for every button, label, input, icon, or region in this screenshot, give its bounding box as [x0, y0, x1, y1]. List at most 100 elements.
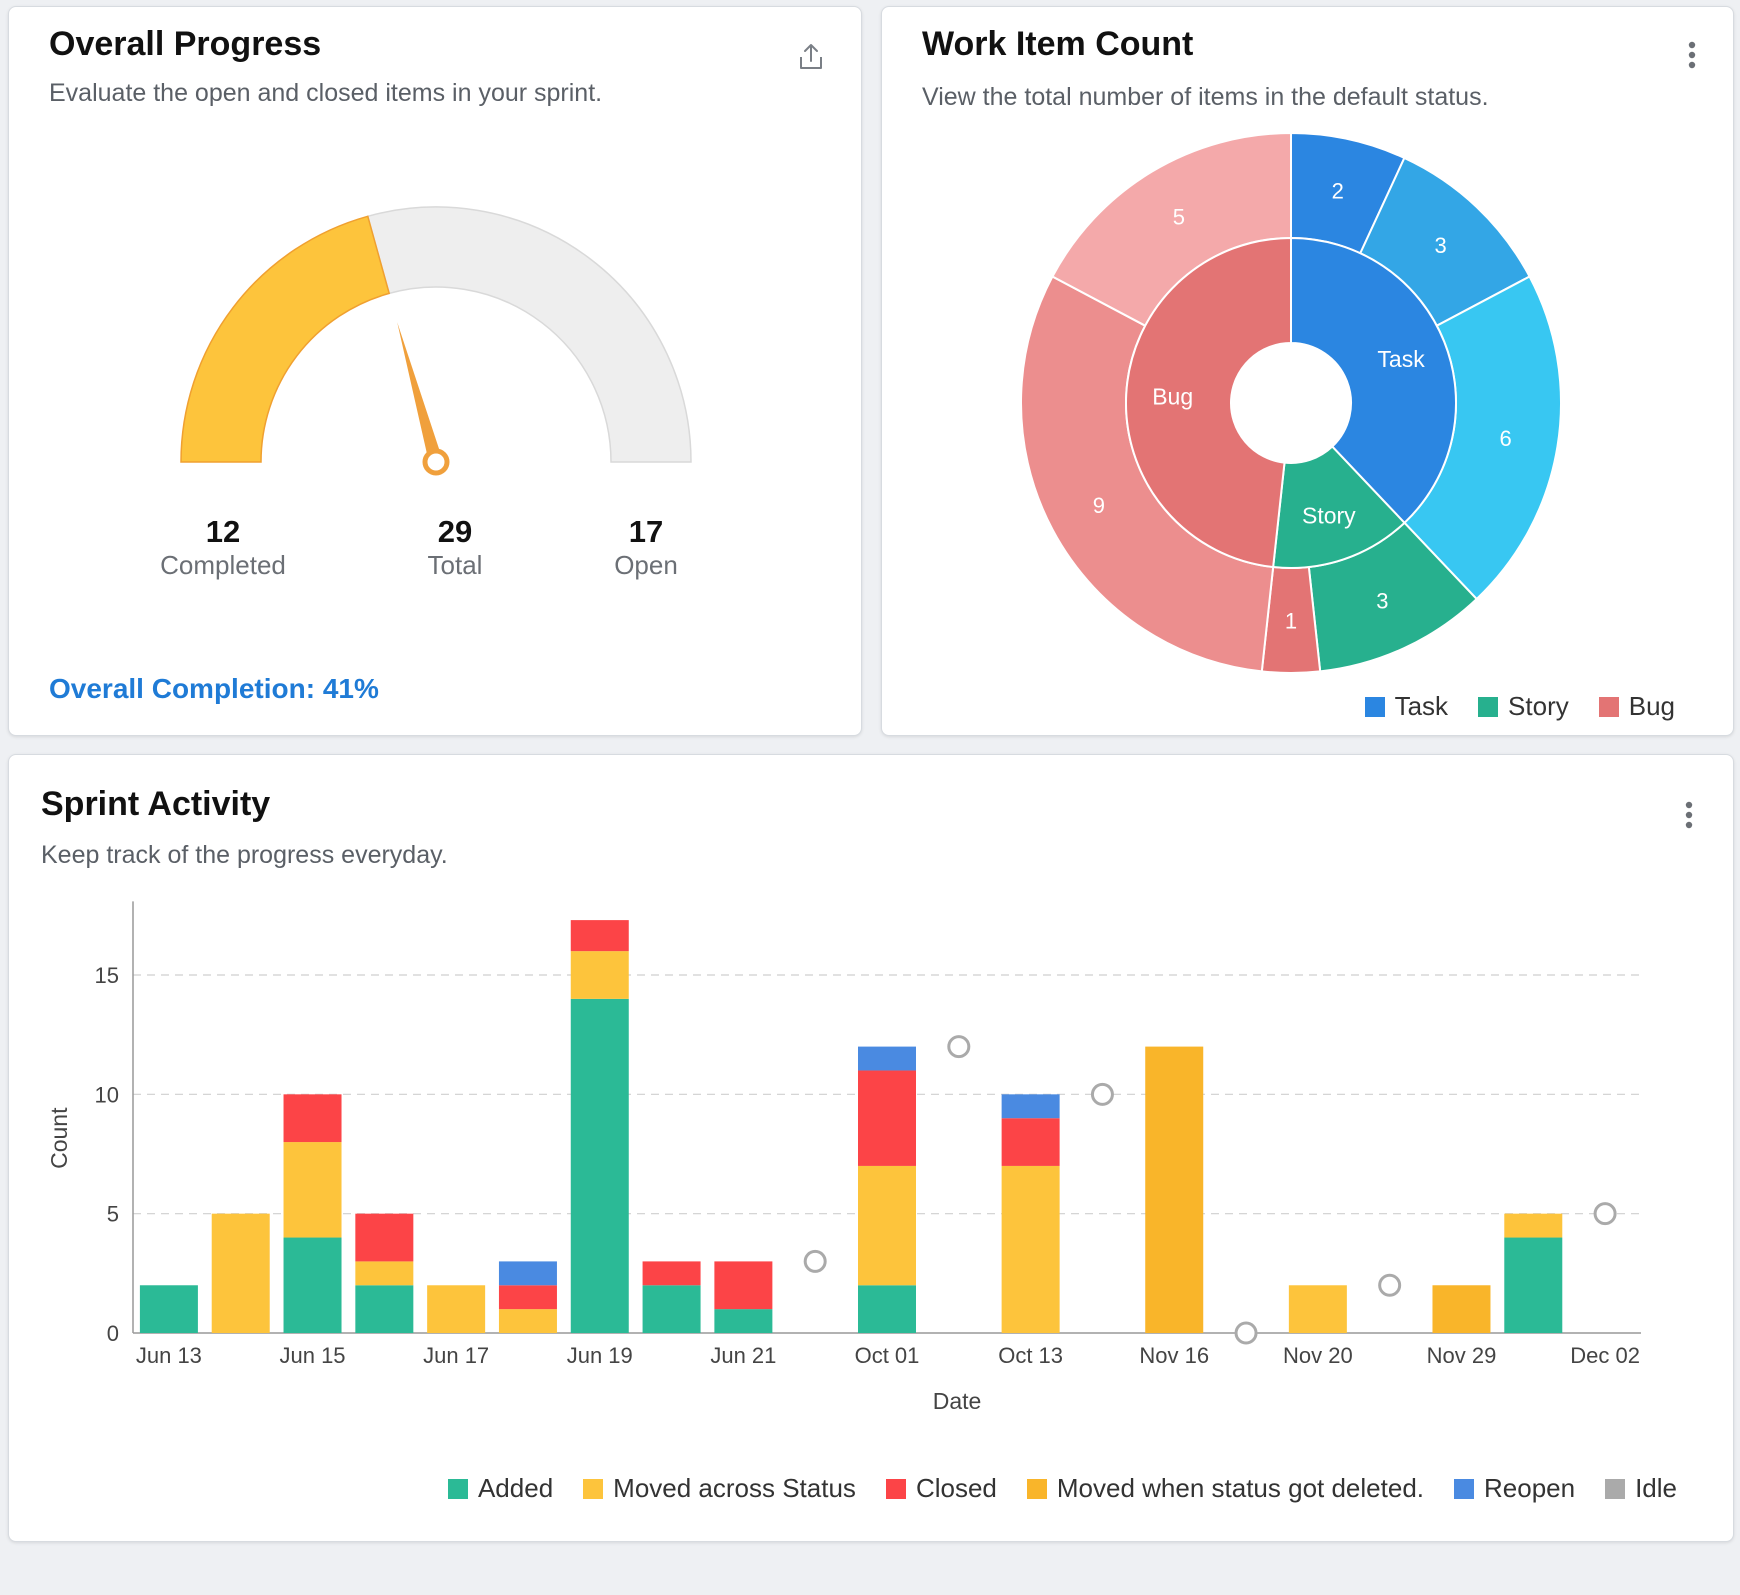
- bar-segment[interactable]: [498, 1285, 557, 1310]
- bar-segment[interactable]: [1504, 1213, 1563, 1238]
- bar-segment[interactable]: [355, 1285, 414, 1333]
- legend-label: Reopen: [1484, 1473, 1576, 1503]
- work-item-legend: Task Story Bug: [1364, 691, 1675, 722]
- gauge-needle: [397, 322, 443, 464]
- bar-segment[interactable]: [570, 998, 629, 1333]
- idle-marker[interactable]: [803, 1249, 827, 1273]
- x-tick-label: Jun 15: [279, 1343, 345, 1368]
- legend-item-task[interactable]: Task: [1364, 691, 1448, 722]
- legend-label: Moved across Status: [613, 1473, 856, 1503]
- legend-item[interactable]: Moved across Status: [583, 1473, 856, 1504]
- sprint-activity-legend: Added Moved across Status Closed Moved when…: [447, 1473, 1677, 1504]
- y-tick-label: 10: [95, 1082, 119, 1107]
- sunburst-inner-slice[interactable]: [1290, 236, 1457, 525]
- sunburst-outer-label: 5: [1173, 205, 1185, 230]
- legend-swatch: [885, 1478, 906, 1499]
- legend-item-bug[interactable]: Bug: [1598, 691, 1675, 722]
- y-tick-label: 5: [107, 1202, 119, 1227]
- bar-segment[interactable]: [498, 1261, 557, 1286]
- legend-item[interactable]: Moved when status got deleted.: [1026, 1473, 1424, 1504]
- open-stat: 17 Open: [546, 515, 746, 581]
- bar-segment[interactable]: [858, 1070, 916, 1166]
- bar-segment[interactable]: [427, 1285, 486, 1333]
- total-label: Total: [427, 550, 483, 580]
- bar-segment[interactable]: [1001, 1165, 1060, 1333]
- progress-gauge: [180, 206, 692, 476]
- bar-segment[interactable]: [283, 1094, 342, 1143]
- bar-segment[interactable]: [1001, 1094, 1060, 1119]
- legend-swatch-story: [1478, 696, 1499, 717]
- bar-segment[interactable]: [570, 951, 629, 999]
- legend-label: Added: [477, 1473, 554, 1503]
- gauge-open-arc: [366, 206, 692, 463]
- x-tick-label: Nov 16: [1139, 1343, 1209, 1368]
- completed-label: Completed: [160, 550, 286, 580]
- bar-segment[interactable]: [355, 1261, 414, 1286]
- x-tick-label: Nov 20: [1283, 1343, 1353, 1368]
- idle-marker[interactable]: [1234, 1321, 1258, 1345]
- legend-label: Closed: [915, 1473, 997, 1503]
- work-item-sunburst: 2 3 6 3 1 9 5 Task Story Bug: [1020, 131, 1562, 674]
- bar-segment[interactable]: [1288, 1285, 1347, 1333]
- bar-segment[interactable]: [1432, 1285, 1491, 1333]
- sunburst-inner-label: Bug: [1152, 384, 1193, 410]
- bar-segment[interactable]: [642, 1261, 701, 1286]
- legend-swatch: [1454, 1478, 1474, 1499]
- bar-segment[interactable]: [858, 1285, 916, 1333]
- bar-segment[interactable]: [211, 1213, 270, 1333]
- sunburst-inner-slice[interactable]: [1125, 236, 1292, 569]
- bar-segment[interactable]: [570, 920, 629, 952]
- bar-segment[interactable]: [714, 1261, 773, 1310]
- sunburst-outer-label: 3: [1434, 233, 1446, 258]
- bar-segment[interactable]: [355, 1213, 414, 1262]
- legend-item[interactable]: Reopen: [1454, 1473, 1575, 1504]
- x-tick-label: Dec 02: [1570, 1343, 1640, 1368]
- completed-value: 12: [205, 514, 241, 549]
- gauge-completed-arc: [180, 215, 391, 463]
- legend-label: Moved when status got deleted.: [1056, 1473, 1424, 1503]
- legend-item[interactable]: Idle: [1605, 1473, 1677, 1504]
- bar-segment[interactable]: [714, 1309, 773, 1333]
- sprint-activity-card: Sprint Activity Keep track of the progre…: [8, 754, 1734, 1542]
- legend-item[interactable]: Added: [447, 1473, 554, 1504]
- bar-segment[interactable]: [642, 1285, 701, 1333]
- idle-marker[interactable]: [947, 1035, 971, 1059]
- sprint-activity-chart: 0 5 10 15 Jun 13 Jun 15 Jun 17 Jun 19 Jun 21 Oct …: [46, 901, 1641, 1414]
- idle-marker[interactable]: [1090, 1082, 1114, 1106]
- legend-swatch: [1605, 1478, 1626, 1499]
- sunburst-outer-label: 3: [1376, 588, 1388, 613]
- idle-marker[interactable]: [1378, 1273, 1402, 1297]
- work-item-count-card: Work Item Count View the total number of…: [881, 6, 1734, 736]
- sunburst-outer-label: 9: [1093, 493, 1105, 518]
- legend-item[interactable]: Closed: [885, 1473, 997, 1504]
- legend-swatch: [583, 1478, 604, 1499]
- more-vertical-icon[interactable]: [1669, 795, 1709, 835]
- bar-segment[interactable]: [139, 1285, 198, 1333]
- x-tick-label: Nov 29: [1427, 1343, 1497, 1368]
- bar-segment[interactable]: [1504, 1237, 1563, 1333]
- more-vertical-icon[interactable]: [1672, 35, 1712, 75]
- bar-segment[interactable]: [498, 1309, 557, 1333]
- bar-segment[interactable]: [283, 1142, 342, 1238]
- bar-segment[interactable]: [1145, 1046, 1204, 1333]
- x-tick-label: Jun 17: [423, 1343, 489, 1368]
- sprint-activity-subtitle: Keep track of the progress everyday.: [41, 841, 448, 869]
- sunburst-inner-slice[interactable]: [1272, 445, 1406, 569]
- share-icon[interactable]: [791, 37, 831, 77]
- completed-stat: 12 Completed: [123, 515, 323, 581]
- bar-segment[interactable]: [858, 1165, 916, 1286]
- open-label: Open: [614, 550, 678, 580]
- sunburst-inner-label: Story: [1302, 502, 1356, 528]
- bar-segment[interactable]: [283, 1237, 342, 1333]
- overall-progress-subtitle: Evaluate the open and closed items in yo…: [49, 79, 603, 107]
- total-value: 29: [437, 514, 473, 549]
- bar-segment[interactable]: [1001, 1118, 1060, 1166]
- legend-label: Idle: [1635, 1473, 1677, 1503]
- idle-marker[interactable]: [1593, 1202, 1617, 1226]
- legend-item-story[interactable]: Story: [1478, 691, 1569, 722]
- bar-segment[interactable]: [858, 1046, 916, 1071]
- gauge-pivot: [422, 448, 450, 476]
- x-axis-title: Date: [933, 1388, 982, 1414]
- legend-swatch-task: [1364, 696, 1385, 717]
- legend-swatch: [1026, 1478, 1047, 1499]
